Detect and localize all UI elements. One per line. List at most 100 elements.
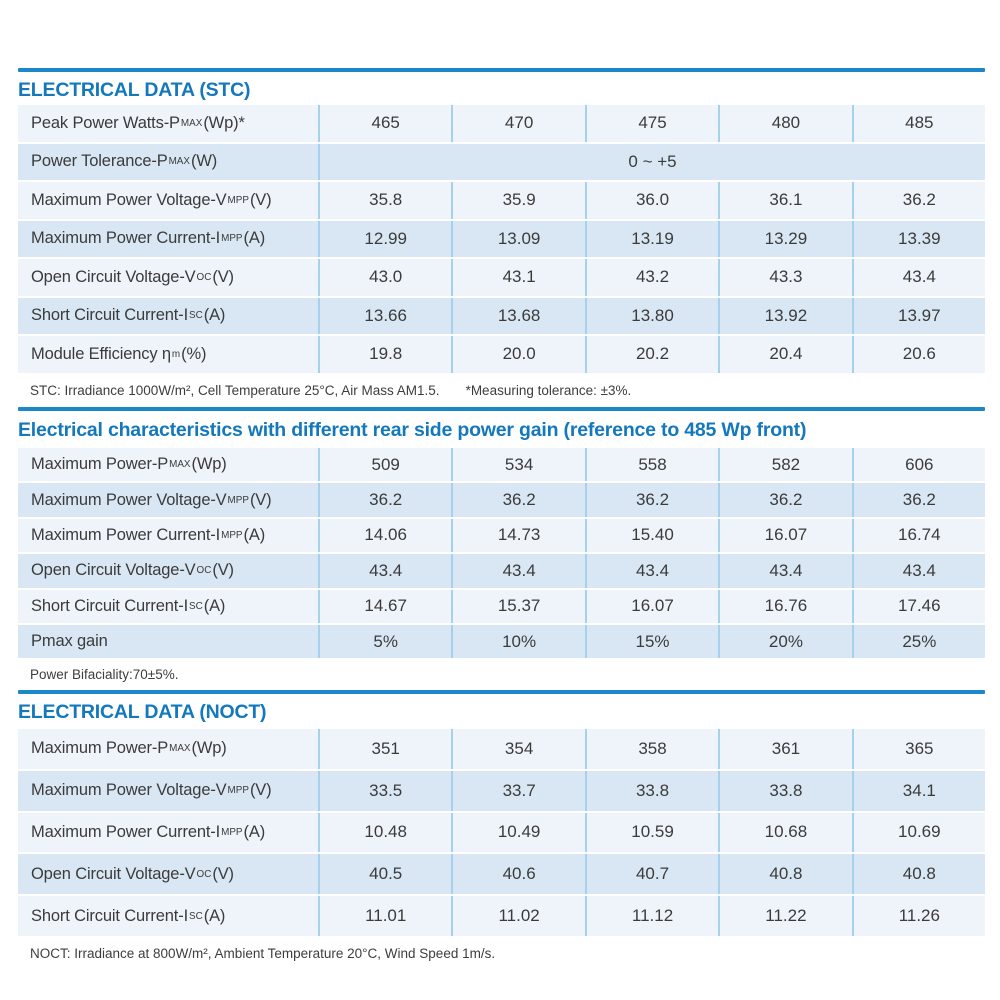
table-row: Maximum Power Current-I MPP (A) 10.48 10.… xyxy=(18,812,985,853)
value-cell: 16.07 xyxy=(584,589,718,623)
value-cell: 11.02 xyxy=(451,896,584,936)
row-label: Open Circuit Voltage-V OC (V) xyxy=(31,267,234,286)
value-cell: 14.67 xyxy=(318,589,451,623)
value-cell: 43.0 xyxy=(318,259,451,296)
value-cell: 25% xyxy=(851,624,985,659)
value-cell: 20.0 xyxy=(451,336,584,373)
value-cell: 16.76 xyxy=(718,589,851,623)
value-cell: 36.2 xyxy=(584,483,718,517)
value-cell: 361 xyxy=(718,729,851,769)
value-cell: 13.97 xyxy=(851,297,985,334)
noct-footnote: NOCT: Irradiance at 800W/m², Ambient Tem… xyxy=(30,946,496,961)
value-cell: 10.59 xyxy=(584,812,718,853)
value-cell: 33.8 xyxy=(718,770,851,811)
table-row: Short Circuit Current-I SC (A) 14.67 15.3… xyxy=(18,589,985,623)
stc-footnote: STC: Irradiance 1000W/m², Cell Temperatu… xyxy=(30,383,632,398)
section-divider-rule xyxy=(18,407,985,411)
table-row: Maximum Power-P MAX (Wp) 351 354 358 361 … xyxy=(18,729,985,769)
value-cell: 17.46 xyxy=(851,589,985,623)
rear-gain-table: Maximum Power-P MAX (Wp) 509 534 558 582 … xyxy=(18,448,985,659)
measuring-tolerance-note: *Measuring tolerance: ±3%. xyxy=(465,383,632,398)
value-cell: 358 xyxy=(584,729,718,769)
value-cell: 15.40 xyxy=(584,518,718,553)
value-cell: 43.4 xyxy=(584,554,718,588)
noct-table: Maximum Power-P MAX (Wp) 351 354 358 361 … xyxy=(18,729,985,936)
value-cell: 10.69 xyxy=(851,812,985,853)
value-cell: 20.4 xyxy=(718,336,851,373)
value-cell: 470 xyxy=(451,105,584,142)
value-cell: 43.4 xyxy=(451,554,584,588)
value-cell: 11.12 xyxy=(584,896,718,936)
row-label: Open Circuit Voltage-V OC (V) xyxy=(31,561,234,580)
value-cell: 582 xyxy=(718,448,851,482)
value-cell: 15.37 xyxy=(451,589,584,623)
value-cell: 35.8 xyxy=(318,182,451,219)
value-cell: 13.80 xyxy=(584,297,718,334)
row-label: Short Circuit Current-I SC (A) xyxy=(31,306,226,325)
value-cell: 509 xyxy=(318,448,451,482)
value-cell: 351 xyxy=(318,729,451,769)
value-cell: 40.8 xyxy=(851,854,985,895)
table-row: Peak Power Watts-P MAX (Wp)* 465 470 475 … xyxy=(18,105,985,142)
value-cell: 558 xyxy=(584,448,718,482)
value-cell: 36.2 xyxy=(851,483,985,517)
row-label: Maximum Power Voltage-V MPP (V) xyxy=(31,190,272,209)
value-cell: 10.49 xyxy=(451,812,584,853)
row-label: Short Circuit Current-I SC (A) xyxy=(31,906,226,925)
value-cell: 36.0 xyxy=(584,182,718,219)
value-cell: 14.06 xyxy=(318,518,451,553)
row-label: Maximum Power Current-I MPP (A) xyxy=(31,229,266,248)
table-row: Power Tolerance-P MAX (W) 0 ~ +5 xyxy=(18,143,985,180)
table-row: Maximum Power Voltage-V MPP (V) 36.2 36.2… xyxy=(18,483,985,517)
value-cell: 12.99 xyxy=(318,220,451,257)
value-cell: 16.74 xyxy=(851,518,985,553)
section-title-rear-gain: Electrical characteristics with differen… xyxy=(18,419,807,441)
section-divider-rule xyxy=(18,68,985,72)
value-cell: 36.2 xyxy=(851,182,985,219)
value-cell: 43.1 xyxy=(451,259,584,296)
value-cell: 20.2 xyxy=(584,336,718,373)
value-cell: 43.4 xyxy=(318,554,451,588)
value-cell: 15% xyxy=(584,624,718,659)
value-cell: 40.8 xyxy=(718,854,851,895)
section-divider-rule xyxy=(18,690,985,694)
section-title-stc: ELECTRICAL DATA (STC) xyxy=(18,79,251,101)
row-label: Short Circuit Current-I SC (A) xyxy=(31,596,226,615)
row-label: Open Circuit Voltage-V OC (V) xyxy=(31,864,234,883)
value-cell: 13.92 xyxy=(718,297,851,334)
row-label: Maximum Power Voltage-V MPP (V) xyxy=(31,490,272,509)
value-cell: 43.4 xyxy=(851,259,985,296)
row-label: Maximum Power Current-I MPP (A) xyxy=(31,822,266,841)
value-cell: 13.68 xyxy=(451,297,584,334)
value-cell: 43.4 xyxy=(851,554,985,588)
value-cell: 485 xyxy=(851,105,985,142)
value-cell: 36.2 xyxy=(451,483,584,517)
value-cell: 475 xyxy=(584,105,718,142)
value-cell: 10.48 xyxy=(318,812,451,853)
value-cell: 465 xyxy=(318,105,451,142)
value-cell: 33.8 xyxy=(584,770,718,811)
value-cell: 354 xyxy=(451,729,584,769)
value-cell: 36.2 xyxy=(718,483,851,517)
value-cell: 365 xyxy=(851,729,985,769)
table-row: Maximum Power Voltage-V MPP (V) 33.5 33.7… xyxy=(18,770,985,811)
value-cell: 480 xyxy=(718,105,851,142)
value-cell: 40.7 xyxy=(584,854,718,895)
value-cell: 36.2 xyxy=(318,483,451,517)
value-cell: 33.7 xyxy=(451,770,584,811)
table-row: Open Circuit Voltage-V OC (V) 43.4 43.4 4… xyxy=(18,554,985,588)
table-row: Maximum Power Current-I MPP (A) 14.06 14.… xyxy=(18,518,985,553)
value-cell: 10% xyxy=(451,624,584,659)
bifaciality-footnote: Power Bifaciality:70±5%. xyxy=(30,667,179,682)
value-cell: 19.8 xyxy=(318,336,451,373)
value-cell: 43.3 xyxy=(718,259,851,296)
value-cell-span: 0 ~ +5 xyxy=(318,143,985,180)
value-cell: 13.39 xyxy=(851,220,985,257)
table-row: Maximum Power-P MAX (Wp) 509 534 558 582 … xyxy=(18,448,985,482)
value-cell: 20.6 xyxy=(851,336,985,373)
value-cell: 36.1 xyxy=(718,182,851,219)
row-label: Maximum Power Current-I MPP (A) xyxy=(31,525,266,544)
value-cell: 33.5 xyxy=(318,770,451,811)
row-label: Maximum Power-P MAX (Wp) xyxy=(31,455,227,474)
